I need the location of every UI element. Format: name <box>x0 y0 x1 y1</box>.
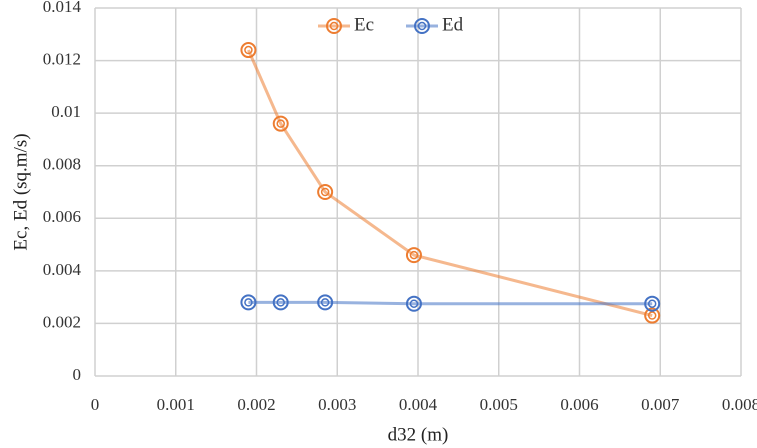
x-tick-label: 0.006 <box>560 395 598 414</box>
marker-core <box>329 21 339 31</box>
marker-ring <box>405 295 422 312</box>
marker-core <box>320 187 330 197</box>
x-tick-label: 0.003 <box>318 395 356 414</box>
marker-core <box>244 45 253 55</box>
marker-ring <box>240 42 257 59</box>
marker-ring <box>644 295 661 312</box>
marker-ring <box>272 115 289 132</box>
marker-ring <box>644 307 661 324</box>
data-point <box>644 307 661 324</box>
data-point <box>272 294 289 311</box>
marker-ring <box>317 294 334 311</box>
marker-ring <box>414 18 430 34</box>
x-axis-title: d32 (m) <box>388 424 449 445</box>
marker-core <box>417 21 427 31</box>
legend-marker <box>414 18 430 34</box>
marker-core <box>244 298 253 307</box>
y-tick-label: 0.01 <box>51 102 81 121</box>
data-point <box>240 42 257 59</box>
y-tick-label: 0.006 <box>43 207 81 226</box>
x-tick-label: 0.001 <box>157 395 195 414</box>
x-tick-label: 0.007 <box>641 395 680 414</box>
y-tick-label: 0.004 <box>43 260 82 279</box>
y-tick-label: 0.002 <box>43 312 81 331</box>
y-tick-label: 0.014 <box>43 0 82 16</box>
marker-ring <box>317 184 334 200</box>
marker-ring <box>405 247 422 264</box>
marker-ring <box>272 294 289 311</box>
x-tick-label: 0 <box>91 395 100 414</box>
marker-ring <box>326 18 342 34</box>
x-tick-label: 0.005 <box>480 395 518 414</box>
marker-core <box>409 250 419 260</box>
y-tick-label: 0 <box>73 365 82 384</box>
series-line <box>248 300 653 306</box>
data-point <box>317 184 334 200</box>
data-point <box>405 247 422 264</box>
data-point <box>644 295 661 312</box>
legend-label: Ec <box>354 14 374 35</box>
y-tick-label: 0.008 <box>43 155 81 174</box>
marker-core <box>276 119 285 128</box>
legend-marker <box>326 18 342 34</box>
legend-label: Ed <box>442 14 464 35</box>
y-axis-title: Ec, Ed (sq.m/s) <box>10 133 31 250</box>
marker-ring <box>240 294 257 311</box>
x-tick-label: 0.002 <box>237 395 275 414</box>
marker-core <box>320 298 330 307</box>
data-point <box>240 294 257 311</box>
marker-core <box>409 299 419 308</box>
marker-core <box>647 299 657 308</box>
marker-core <box>647 311 657 320</box>
data-point <box>405 295 422 312</box>
marker-core <box>276 298 285 307</box>
x-tick-label: 0.004 <box>399 395 438 414</box>
data-point <box>272 115 289 132</box>
data-point <box>317 294 334 311</box>
y-tick-label: 0.012 <box>43 49 81 68</box>
x-tick-label: 0.008 <box>722 395 757 414</box>
series-line <box>247 49 653 317</box>
